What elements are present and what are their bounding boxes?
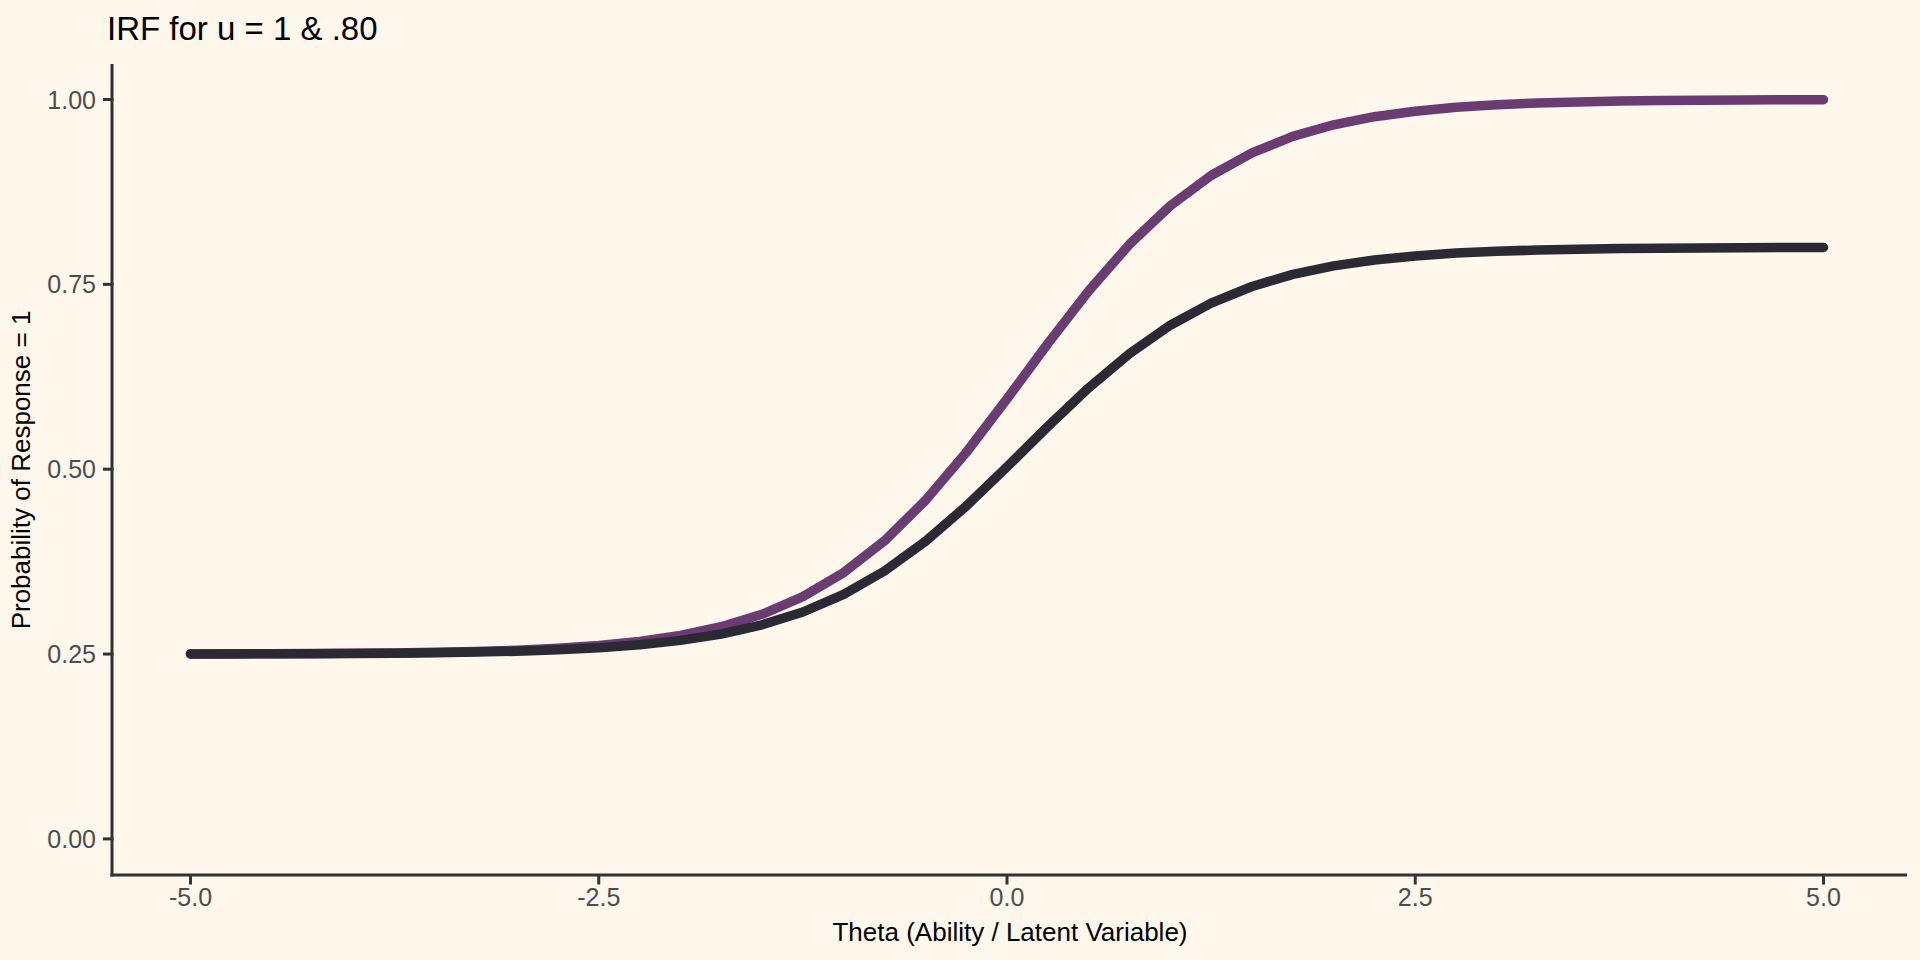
- y-tick-label: 0.00: [47, 825, 96, 853]
- plot-title: IRF for u = 1 & .80: [107, 10, 378, 47]
- irf-chart-svg: 0.00 0.25 0.50 0.75 1.00 -5.0 -2.5 0.0 2.5 5.0 IR…: [0, 0, 1920, 960]
- irf-curve-u-1: [191, 100, 1824, 654]
- y-tick-label: 1.00: [47, 86, 96, 114]
- y-axis-title: Probability of Response = 1: [6, 311, 36, 630]
- y-tick-label: 0.50: [47, 455, 96, 483]
- x-tick-label: 2.5: [1398, 883, 1433, 911]
- irf-curve-u-80: [191, 248, 1824, 654]
- axes-layer: 0.00 0.25 0.50 0.75 1.00 -5.0 -2.5 0.0 2.5 5.0: [47, 64, 1907, 911]
- x-axis-title: Theta (Ability / Latent Variable): [832, 917, 1187, 947]
- x-tick-label: -2.5: [577, 883, 620, 911]
- x-tick-label: 5.0: [1806, 883, 1841, 911]
- y-tick-label: 0.75: [47, 270, 96, 298]
- irf-plot: 0.00 0.25 0.50 0.75 1.00 -5.0 -2.5 0.0 2.5 5.0 IR…: [0, 0, 1920, 960]
- y-tick-label: 0.25: [47, 640, 96, 668]
- x-tick-label: -5.0: [169, 883, 212, 911]
- curves-layer: [191, 100, 1824, 654]
- x-tick-label: 0.0: [990, 883, 1025, 911]
